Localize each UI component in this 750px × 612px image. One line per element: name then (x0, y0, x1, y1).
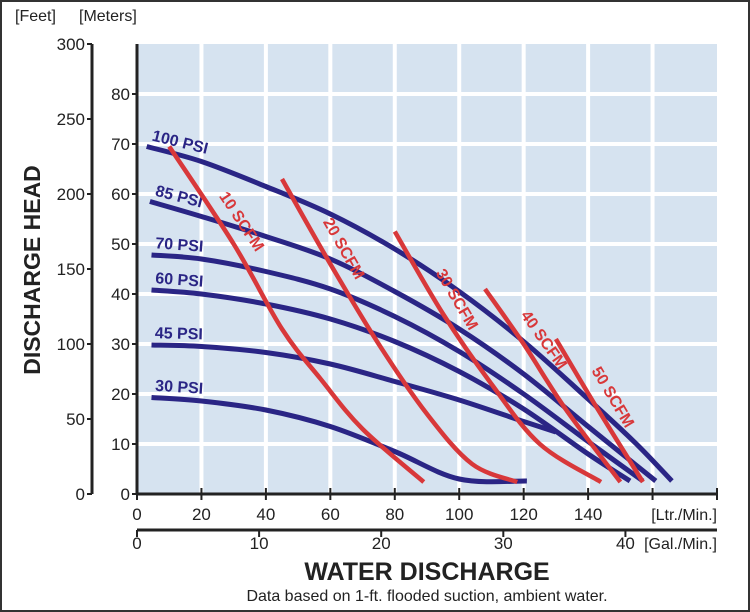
meters-tick-label: 70 (111, 135, 130, 154)
gpm-tick-label: 40 (616, 534, 635, 553)
label-30-psi: 30 PSI (155, 378, 204, 398)
meters-tick-label: 80 (111, 85, 130, 104)
lpm-tick-label: 140 (574, 505, 602, 524)
meters-unit-label: [Meters] (79, 8, 137, 25)
lpm-tick-label: 60 (321, 505, 340, 524)
meters-tick-label: 10 (111, 435, 130, 454)
curve-50-scfm (553, 337, 645, 484)
curve-100-psi (146, 144, 674, 483)
feet-tick-label: 300 (57, 35, 85, 54)
lpm-tick-label: 40 (256, 505, 275, 524)
curve-30-psi (151, 395, 527, 485)
feet-unit-label: [Feet] (15, 8, 56, 25)
lpm-tick-label: 80 (385, 505, 404, 524)
gpm-tick-label: 10 (250, 534, 269, 553)
feet-tick-label: 200 (57, 185, 85, 204)
x-axis-title: WATER DISCHARGE (304, 558, 549, 586)
curve-70-psi (151, 252, 645, 484)
lpm-tick-label: 20 (192, 505, 211, 524)
gpm-tick-label: 20 (372, 534, 391, 553)
meters-tick-label: 0 (121, 485, 130, 504)
curve-85-psi (149, 199, 658, 483)
curve-40-scfm (483, 287, 623, 484)
feet-tick-label: 100 (57, 335, 85, 354)
feet-tick-label: 250 (57, 110, 85, 129)
feet-tick-label: 0 (76, 485, 85, 504)
feet-tick-label: 50 (66, 410, 85, 429)
lpm-tick-label: 0 (132, 505, 141, 524)
curve-60-psi (151, 287, 632, 484)
y-axis-title: DISCHARGE HEAD (19, 165, 45, 375)
gpm-tick-label: 0 (132, 534, 141, 553)
chart-note: Data based on 1-ft. flooded suction, amb… (246, 588, 607, 605)
gpm-tick-label: 30 (494, 534, 513, 553)
label-60-psi: 60 PSI (155, 270, 204, 290)
lpm-unit-label: [Ltr./Min.] (651, 507, 717, 524)
label-45-psi: 45 PSI (155, 325, 203, 343)
meters-tick-label: 60 (111, 185, 130, 204)
feet-tick-label: 150 (57, 260, 85, 279)
curve-20-scfm (280, 177, 519, 485)
grid-lines (137, 44, 717, 494)
lpm-tick-label: 100 (445, 505, 473, 524)
meters-tick-label: 20 (111, 385, 130, 404)
label-70-psi: 70 PSI (155, 235, 204, 255)
meters-tick-label: 30 (111, 335, 130, 354)
lpm-tick-label: 120 (509, 505, 537, 524)
curve-30-scfm (392, 230, 603, 484)
curve-10-scfm (167, 145, 426, 484)
gpm-unit-label: [Gal./Min.] (644, 536, 717, 553)
meters-tick-label: 40 (111, 285, 130, 304)
meters-tick-label: 50 (111, 235, 130, 254)
